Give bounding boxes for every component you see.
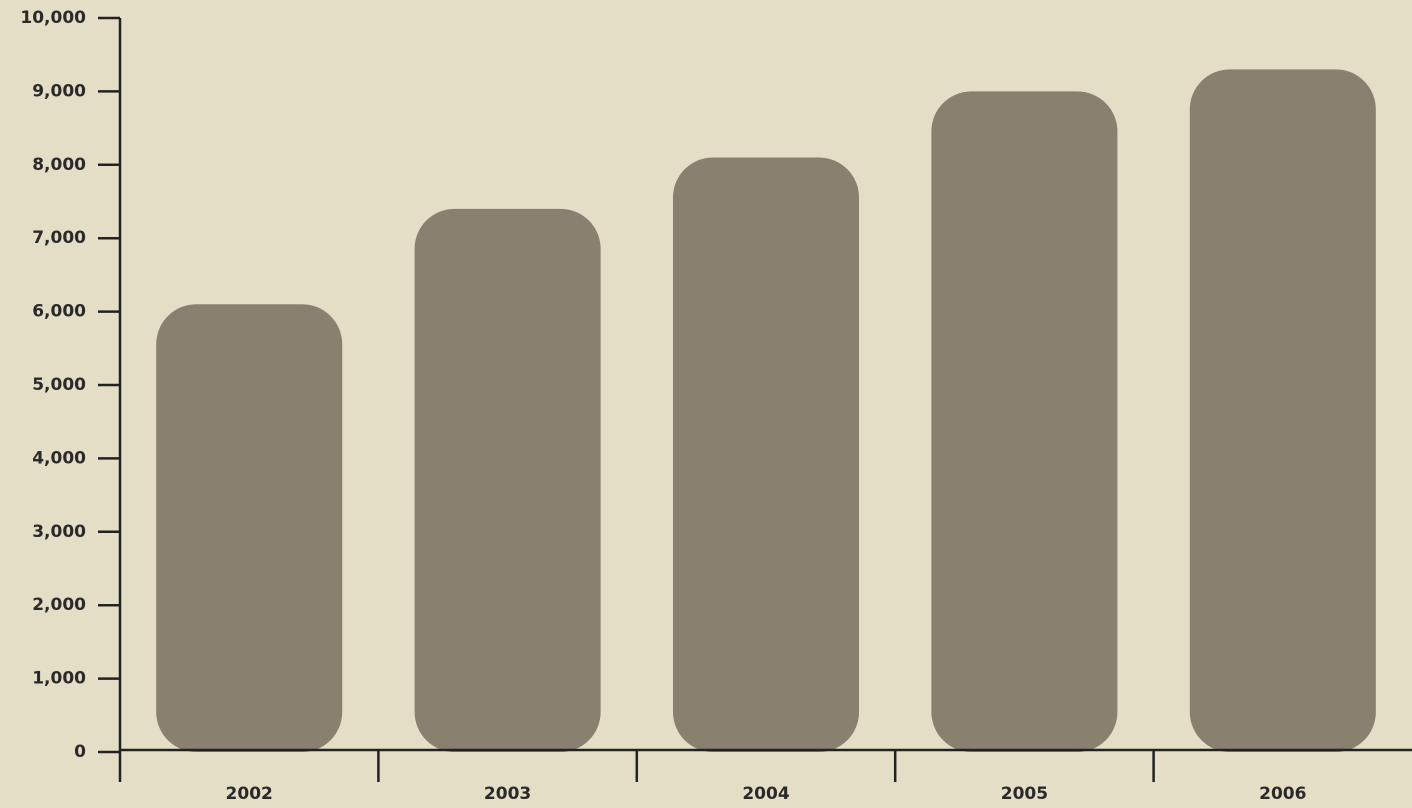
x-tick-label: 2004 <box>742 784 789 804</box>
y-tick-label: 1,000 <box>32 669 86 689</box>
y-tick-label: 3,000 <box>32 522 86 542</box>
bar <box>156 304 343 752</box>
y-tick-label: 8,000 <box>32 155 86 175</box>
y-tick-label: 2,000 <box>32 595 86 615</box>
y-tick-label: 6,000 <box>32 302 86 322</box>
x-tick-label: 2002 <box>226 784 273 804</box>
bars <box>156 69 1376 753</box>
x-tick-label: 2003 <box>484 784 531 804</box>
y-tick-label: 4,000 <box>32 448 86 468</box>
y-tick-label: 10,000 <box>20 8 86 28</box>
y-tick-label: 9,000 <box>32 81 86 101</box>
y-tick-label: 7,000 <box>32 228 86 248</box>
y-tick-label: 0 <box>74 742 86 762</box>
x-tick-label: 2005 <box>1001 784 1048 804</box>
bar <box>931 91 1118 752</box>
x-tick-label: 2006 <box>1259 784 1306 804</box>
y-tick-label: 5,000 <box>32 375 86 395</box>
axes: 0 1,000 2,000 3,000 4,000 5,000 6,000 7,000 8,00… <box>20 8 1412 804</box>
bar <box>414 208 601 753</box>
bar <box>672 157 860 752</box>
bar <box>1189 69 1376 752</box>
